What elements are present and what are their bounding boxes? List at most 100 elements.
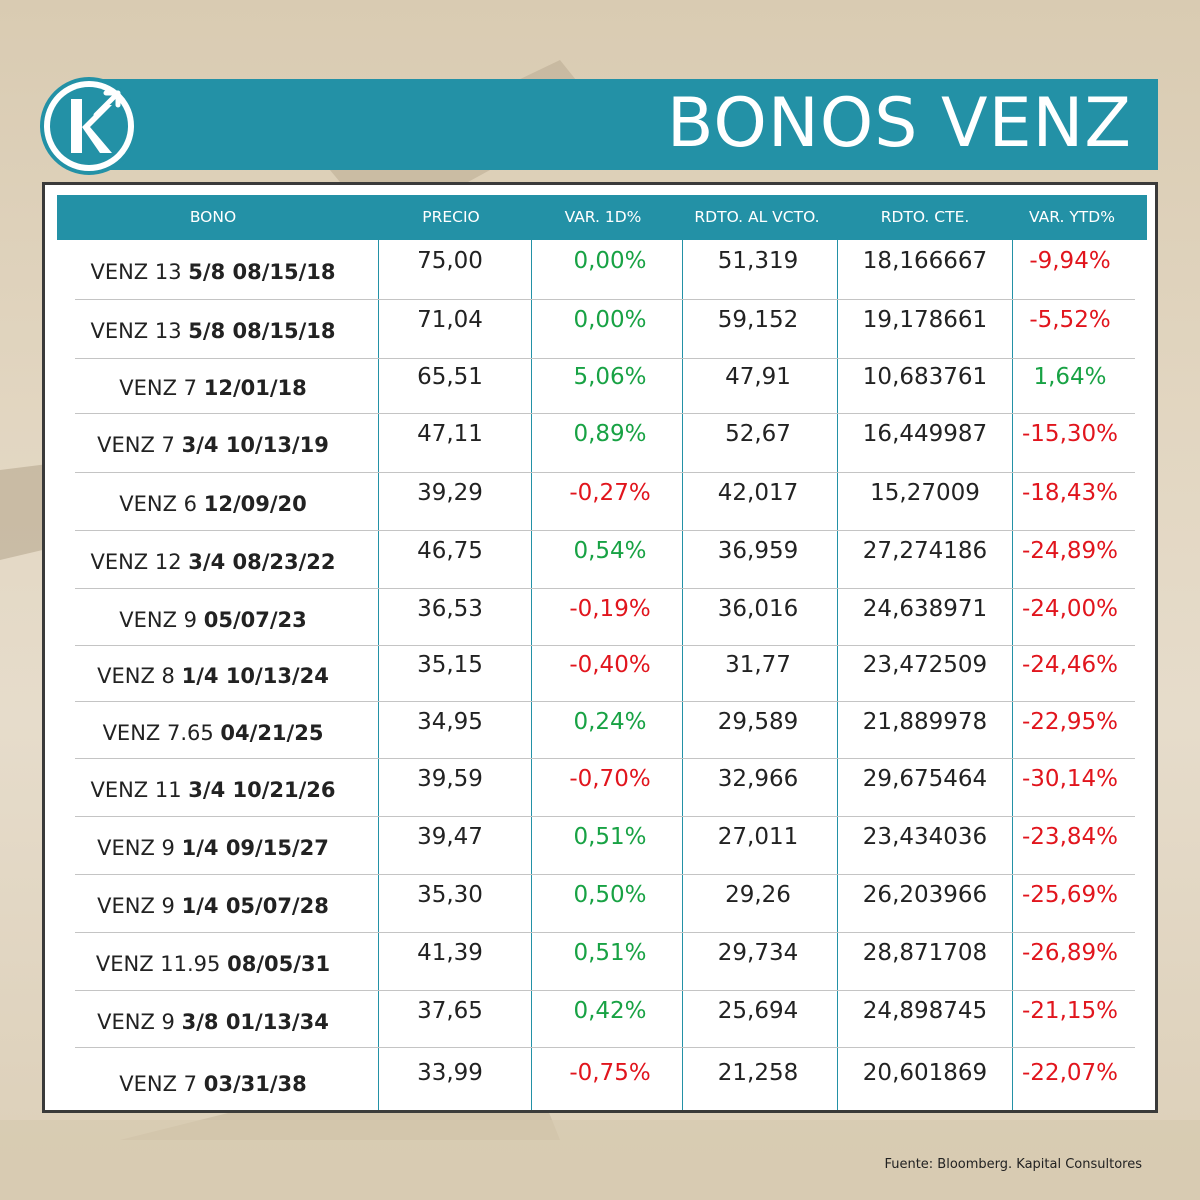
- row-separator: [75, 701, 1135, 702]
- var-ytd-cell: -15,30%: [1022, 421, 1118, 447]
- var-ytd-cell: -21,15%: [1022, 998, 1118, 1024]
- page-title: BONOS VENZ: [666, 84, 1132, 163]
- var-ytd-cell: -26,89%: [1022, 940, 1118, 966]
- table-row: VENZ 7 3/4 10/13/19 47,11 0,89% 52,67 16,449…: [45, 413, 1155, 473]
- table-header: BONO PRECIO VAR. 1D% RDTO. AL VCTO. RDTO. CT…: [57, 195, 1147, 240]
- row-separator: [75, 874, 1135, 875]
- rdto-cte-cell: 16,449987: [862, 421, 988, 447]
- rdto-cte-cell: 15,27009: [870, 480, 980, 506]
- var-ytd-cell: -18,43%: [1022, 480, 1118, 506]
- column-header: VAR. YTD%: [1029, 208, 1115, 226]
- column-header: RDTO. CTE.: [880, 208, 970, 226]
- rdto-vcto-cell: 36,016: [717, 596, 799, 622]
- bond-name-cell: VENZ 11 3/4 10/21/26: [63, 778, 363, 802]
- bond-issuer-coupon: VENZ 9: [97, 1010, 175, 1034]
- var1d-cell: 0,51%: [573, 824, 647, 850]
- table-row: VENZ 9 1/4 09/15/27 39,47 0,51% 27,011 23,43…: [45, 817, 1155, 875]
- table-row: VENZ 9 1/4 05/07/28 35,30 0,50% 29,26 26,203…: [45, 875, 1155, 933]
- rdto-vcto-cell: 25,694: [717, 998, 799, 1024]
- rdto-vcto-cell: 36,959: [717, 538, 799, 564]
- rdto-vcto-cell: 29,734: [717, 940, 799, 966]
- var-ytd-cell: -9,94%: [1029, 248, 1111, 274]
- rdto-cte-cell: 20,601869: [862, 1060, 988, 1086]
- row-separator: [75, 758, 1135, 759]
- column-divider: [531, 240, 532, 1110]
- table-row: VENZ 8 1/4 10/13/24 35,15 -0,40% 31,77 23,47…: [45, 645, 1155, 702]
- rdto-cte-cell: 23,434036: [862, 824, 988, 850]
- bond-name-cell: VENZ 9 1/4 05/07/28: [63, 894, 363, 918]
- bond-name-cell: VENZ 11.95 08/05/31: [63, 952, 363, 976]
- bond-issuer-coupon: VENZ 9: [97, 894, 175, 918]
- var-ytd-cell: -5,52%: [1029, 307, 1111, 333]
- column-header: VAR. 1D%: [564, 208, 642, 226]
- precio-cell: 35,15: [417, 652, 483, 678]
- bond-coupon-maturity: 04/21/25: [220, 721, 324, 745]
- bond-coupon-maturity: 3/4 10/21/26: [188, 778, 336, 802]
- bond-issuer-coupon: VENZ 13: [90, 319, 182, 343]
- rdto-cte-cell: 24,638971: [862, 596, 988, 622]
- table-row: VENZ 7.65 04/21/25 34,95 0,24% 29,589 21,889…: [45, 702, 1155, 759]
- bond-issuer-coupon: VENZ 7: [119, 1072, 198, 1096]
- row-separator: [75, 990, 1135, 991]
- rdto-vcto-cell: 29,26: [725, 882, 791, 908]
- var-ytd-cell: -24,46%: [1022, 652, 1118, 678]
- rdto-cte-cell: 19,178661: [862, 307, 988, 333]
- table-row: VENZ 7 03/31/38 33,99 -0,75% 21,258 20,60186…: [45, 1047, 1155, 1117]
- row-separator: [75, 816, 1135, 817]
- var1d-cell: -0,40%: [569, 652, 651, 678]
- bond-issuer-coupon: VENZ 7: [97, 433, 175, 457]
- precio-cell: 75,00: [417, 248, 483, 274]
- rdto-vcto-cell: 21,258: [717, 1060, 799, 1086]
- bond-issuer-coupon: VENZ 6: [119, 492, 198, 516]
- table-row: VENZ 9 05/07/23 36,53 -0,19% 36,016 24,63897…: [45, 589, 1155, 646]
- bond-name-cell: VENZ 9 3/8 01/13/34: [63, 1010, 363, 1034]
- table-row: VENZ 11 3/4 10/21/26 39,59 -0,70% 32,966 29,…: [45, 759, 1155, 817]
- bond-issuer-coupon: VENZ 7.65: [102, 721, 214, 745]
- var-ytd-cell: -23,84%: [1022, 824, 1118, 850]
- bond-issuer-coupon: VENZ 11: [90, 778, 182, 802]
- column-divider: [682, 240, 683, 1110]
- precio-cell: 34,95: [417, 709, 483, 735]
- var-ytd-cell: -24,89%: [1022, 538, 1118, 564]
- rdto-vcto-cell: 27,011: [717, 824, 799, 850]
- var-ytd-cell: -25,69%: [1022, 882, 1118, 908]
- rdto-cte-cell: 29,675464: [862, 766, 988, 792]
- bond-coupon-maturity: 05/07/23: [203, 608, 307, 632]
- precio-cell: 71,04: [417, 307, 483, 333]
- var1d-cell: 0,24%: [573, 709, 647, 735]
- bond-coupon-maturity: 5/8 08/15/18: [188, 260, 336, 284]
- precio-cell: 41,39: [417, 940, 483, 966]
- rdto-vcto-cell: 32,966: [717, 766, 799, 792]
- rdto-vcto-cell: 31,77: [725, 652, 791, 678]
- var-ytd-cell: 1,64%: [1033, 364, 1107, 390]
- var-ytd-cell: -30,14%: [1022, 766, 1118, 792]
- precio-cell: 39,47: [417, 824, 483, 850]
- table-row: VENZ 12 3/4 08/23/22 46,75 0,54% 36,959 27,2…: [45, 531, 1155, 589]
- bond-coupon-maturity: 1/4 10/13/24: [181, 664, 329, 688]
- var1d-cell: 0,89%: [573, 421, 647, 447]
- bond-issuer-coupon: VENZ 13: [90, 260, 182, 284]
- row-separator: [75, 358, 1135, 359]
- bond-issuer-coupon: VENZ 11.95: [95, 952, 221, 976]
- bond-name-cell: VENZ 9 05/07/23: [63, 608, 363, 632]
- bond-coupon-maturity: 3/4 08/23/22: [188, 550, 336, 574]
- var1d-cell: -0,70%: [569, 766, 651, 792]
- var1d-cell: 0,00%: [573, 307, 647, 333]
- table-row: VENZ 13 5/8 08/15/18 75,00 0,00% 51,319 18,1…: [45, 240, 1155, 300]
- rdto-cte-cell: 18,166667: [862, 248, 988, 274]
- row-separator: [75, 1047, 1135, 1048]
- bond-coupon-maturity: 5/8 08/15/18: [188, 319, 336, 343]
- bond-coupon-maturity: 12/01/18: [203, 376, 307, 400]
- rdto-cte-cell: 21,889978: [862, 709, 988, 735]
- row-separator: [75, 530, 1135, 531]
- rdto-cte-cell: 27,274186: [862, 538, 988, 564]
- bond-name-cell: VENZ 13 5/8 08/15/18: [63, 319, 363, 343]
- bond-name-cell: VENZ 7 3/4 10/13/19: [63, 433, 363, 457]
- precio-cell: 46,75: [417, 538, 483, 564]
- bond-coupon-maturity: 08/05/31: [227, 952, 331, 976]
- rdto-cte-cell: 28,871708: [862, 940, 988, 966]
- rdto-vcto-cell: 51,319: [717, 248, 799, 274]
- var1d-cell: -0,19%: [569, 596, 651, 622]
- var1d-cell: 0,00%: [573, 248, 647, 274]
- var-ytd-cell: -24,00%: [1022, 596, 1118, 622]
